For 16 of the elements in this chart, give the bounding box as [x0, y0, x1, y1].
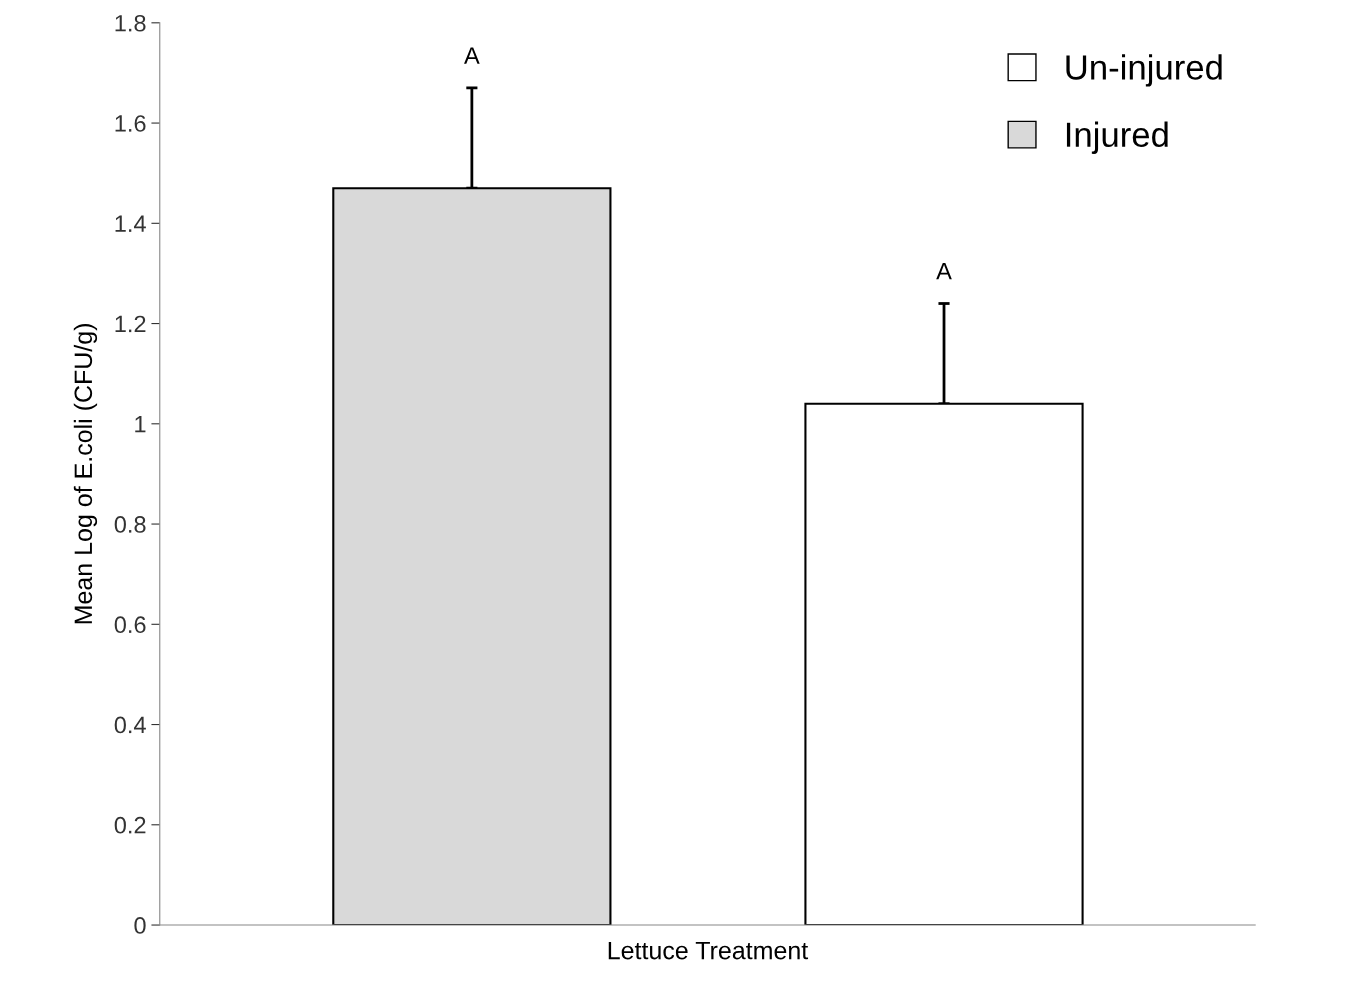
x-axis-title: Lettuce Treatment	[608, 941, 809, 960]
y-axis-title: Mean Log of E.coli (CFU/g)	[73, 324, 98, 624]
y-tick-label: 1.6	[115, 115, 146, 132]
y-tick-label: 0.4	[114, 716, 146, 734]
legend-label: Injured	[1066, 121, 1168, 154]
y-tick-label: 0.8	[114, 516, 146, 533]
y-tick-label: 1	[135, 416, 146, 433]
annotation: A	[936, 262, 952, 280]
annotation: A	[464, 47, 480, 64]
y-tick-label: 1.8	[115, 14, 146, 32]
y-tick-label: 0	[134, 917, 146, 934]
legend-label: Un-injured	[1066, 54, 1222, 87]
y-tick-label: 1.2	[115, 315, 146, 333]
y-tick-label: 0.2	[114, 816, 146, 834]
y-tick-label: 1.4	[115, 215, 146, 232]
y-tick-label: 0.6	[114, 616, 146, 634]
